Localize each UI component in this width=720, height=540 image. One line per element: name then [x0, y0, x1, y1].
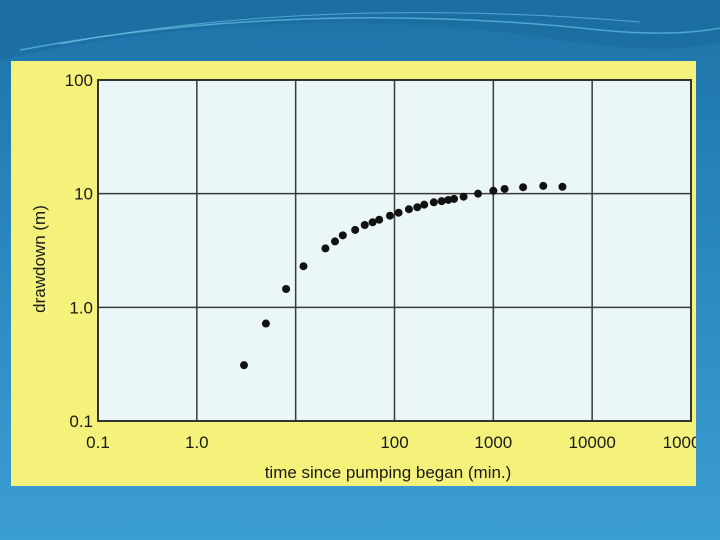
data-point: [338, 231, 347, 240]
y-tick-label: 0.1: [69, 412, 93, 431]
data-point: [299, 262, 308, 271]
data-points: [239, 181, 567, 370]
data-point: [450, 194, 459, 203]
data-point: [375, 215, 384, 224]
data-point: [394, 208, 403, 217]
y-axis-label: drawdown (m): [30, 205, 49, 313]
decorative-wave-highlight: [19, 17, 720, 51]
data-point: [519, 183, 528, 192]
x-tick-label: 100000: [663, 433, 696, 452]
decorative-wave-highlight-2: [59, 12, 641, 45]
data-point: [330, 237, 339, 246]
data-point: [474, 189, 483, 198]
data-point: [368, 218, 377, 227]
data-point: [282, 284, 291, 293]
x-tick-label: 1000: [474, 433, 512, 452]
data-point: [321, 244, 330, 253]
data-point: [459, 192, 468, 201]
y-tick-label: 10: [74, 185, 93, 204]
data-point: [437, 197, 446, 206]
data-point: [429, 198, 438, 207]
data-point: [261, 319, 270, 328]
data-point: [558, 182, 567, 191]
x-axis-label: time since pumping began (min.): [265, 463, 512, 482]
plot-frame: [97, 79, 692, 422]
data-point: [239, 361, 248, 370]
x-tick-label: 0.1: [86, 433, 110, 452]
chart-panel: 0.1 1.0 10 100 0.1 1.0 100 1000 10000 100000 tim…: [11, 61, 696, 486]
data-point: [404, 205, 413, 214]
y-tick-label: 1.0: [69, 298, 93, 317]
data-point: [360, 221, 369, 230]
drawdown-chart: 0.1 1.0 10 100 0.1 1.0 100 1000 10000 100000 tim…: [30, 71, 696, 482]
data-point: [500, 184, 509, 193]
data-point: [489, 186, 498, 195]
x-tick-label: 1.0: [185, 433, 209, 452]
data-point: [385, 211, 394, 220]
x-tick-label: 100: [380, 433, 408, 452]
data-point: [413, 203, 422, 212]
x-tick-labels: 0.1 1.0 100 1000 10000 100000: [86, 433, 696, 452]
data-point: [539, 181, 548, 190]
x-tick-label: 10000: [569, 433, 616, 452]
y-tick-label: 100: [65, 71, 93, 90]
y-tick-labels: 0.1 1.0 10 100: [65, 71, 93, 431]
data-point: [351, 225, 360, 234]
decorative-wave: [0, 0, 720, 60]
data-point: [420, 200, 429, 209]
